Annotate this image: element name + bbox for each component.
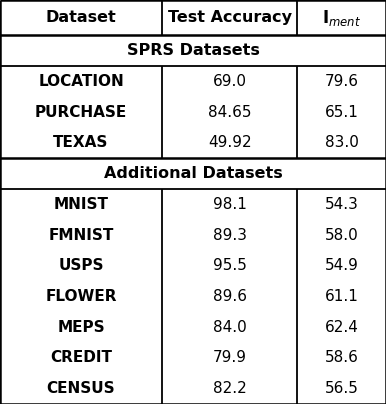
Text: 89.3: 89.3	[213, 227, 247, 242]
Text: MEPS: MEPS	[57, 320, 105, 335]
Text: 95.5: 95.5	[213, 258, 247, 273]
Text: 61.1: 61.1	[325, 289, 359, 304]
Text: 62.4: 62.4	[325, 320, 359, 335]
Text: 69.0: 69.0	[213, 74, 247, 89]
Text: PURCHASE: PURCHASE	[35, 105, 127, 120]
Text: FMNIST: FMNIST	[48, 227, 114, 242]
Text: TEXAS: TEXAS	[53, 135, 109, 150]
Text: LOCATION: LOCATION	[38, 74, 124, 89]
Text: 56.5: 56.5	[325, 381, 359, 396]
Text: FLOWER: FLOWER	[45, 289, 117, 304]
Text: Test Accuracy: Test Accuracy	[168, 10, 292, 25]
Text: MNIST: MNIST	[54, 197, 108, 212]
Text: 79.6: 79.6	[325, 74, 359, 89]
Text: Dataset: Dataset	[46, 10, 117, 25]
Text: 83.0: 83.0	[325, 135, 359, 150]
Text: Additional Datasets: Additional Datasets	[103, 166, 283, 181]
Text: SPRS Datasets: SPRS Datasets	[127, 43, 259, 58]
Text: USPS: USPS	[58, 258, 104, 273]
Text: $\mathbf{I}_{ment}$: $\mathbf{I}_{ment}$	[322, 8, 361, 27]
Text: 54.9: 54.9	[325, 258, 359, 273]
Text: 98.1: 98.1	[213, 197, 247, 212]
Text: 82.2: 82.2	[213, 381, 247, 396]
Text: CREDIT: CREDIT	[50, 350, 112, 365]
Text: 58.0: 58.0	[325, 227, 359, 242]
Text: 84.65: 84.65	[208, 105, 251, 120]
Text: 54.3: 54.3	[325, 197, 359, 212]
Text: CENSUS: CENSUS	[47, 381, 115, 396]
Text: 79.9: 79.9	[213, 350, 247, 365]
Text: 58.6: 58.6	[325, 350, 359, 365]
Text: 89.6: 89.6	[213, 289, 247, 304]
Text: 84.0: 84.0	[213, 320, 247, 335]
Text: 65.1: 65.1	[325, 105, 359, 120]
Text: 49.92: 49.92	[208, 135, 252, 150]
